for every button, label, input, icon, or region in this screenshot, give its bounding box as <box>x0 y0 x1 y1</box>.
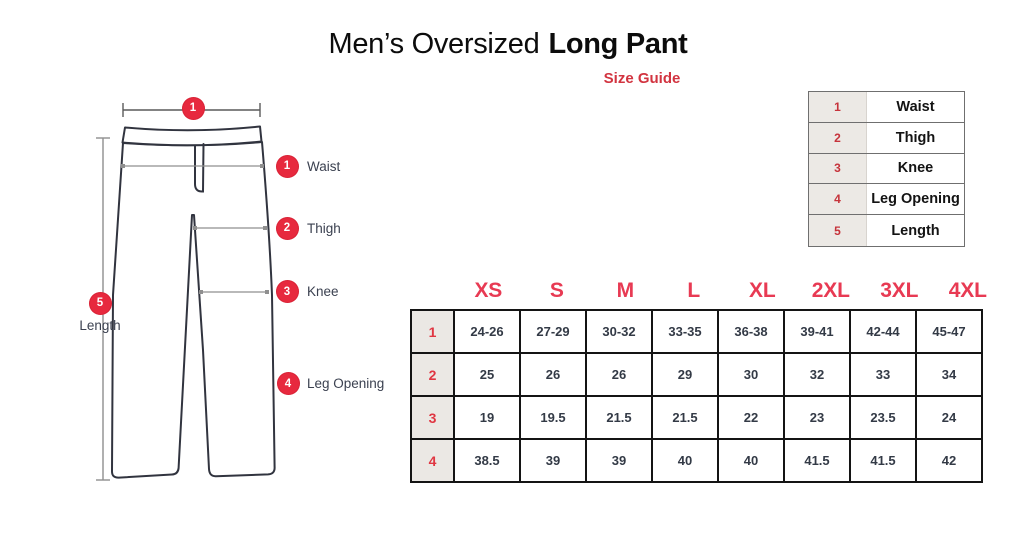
size-column-header: 3XL <box>880 279 919 302</box>
size-row-number: 3 <box>410 395 455 440</box>
legend-row-number: 3 <box>809 153 867 184</box>
size-row-number: 1 <box>410 309 455 354</box>
marker-number-badge: 1 <box>275 154 299 178</box>
legend-row-label: Thigh <box>895 129 936 146</box>
pant-body-outline <box>111 141 276 479</box>
title-bold-part: Long Pant <box>548 28 688 60</box>
knee-measure-line <box>199 290 269 294</box>
size-table-row: 3 19 19.5 21.5 21.5 22 23 23.5 24 <box>410 395 983 440</box>
size-cell: 33-35 <box>651 309 719 354</box>
marker-label: Leg Opening <box>307 376 385 391</box>
size-cell: 23.5 <box>849 395 917 440</box>
size-cell: 41.5 <box>783 438 851 483</box>
legend-table: 1 Waist 2 Thigh 3 Knee 4 Leg Opening 5 Length <box>808 91 965 247</box>
size-row-number: 4 <box>410 438 455 483</box>
size-cell: 25 <box>453 352 521 397</box>
size-column-header: XL <box>749 279 776 302</box>
legend-row-number: 2 <box>809 122 867 153</box>
marker-number-badge: 1 <box>181 96 205 120</box>
thigh-measure-line <box>193 226 267 230</box>
size-column-header: S <box>549 279 564 302</box>
legend-row-label: Waist <box>896 98 935 115</box>
legend-row: 4 Leg Opening <box>809 184 964 216</box>
title-regular-part: Men’s Oversized <box>328 28 540 60</box>
size-table-row: 2 25 26 26 29 30 32 33 34 <box>410 352 983 397</box>
size-cell: 19 <box>453 395 521 440</box>
size-cell: 40 <box>717 438 785 483</box>
size-cell: 29 <box>651 352 719 397</box>
size-cell: 19.5 <box>519 395 587 440</box>
size-cell: 24-26 <box>453 309 521 354</box>
marker-label: Length <box>79 318 121 333</box>
size-cell: 30 <box>717 352 785 397</box>
marker-number-badge: 5 <box>88 291 112 315</box>
size-cell: 39 <box>519 438 587 483</box>
marker-number-badge: 2 <box>275 216 299 240</box>
size-cell: 23 <box>783 395 851 440</box>
size-cell: 22 <box>717 395 785 440</box>
legend-row: 1 Waist <box>809 92 964 123</box>
size-cell: 41.5 <box>849 438 917 483</box>
size-cell: 30-32 <box>585 309 653 354</box>
size-cell: 38.5 <box>453 438 521 483</box>
size-table-row: 1 24-26 27-29 30-32 33-35 36-38 39-41 42-44 45-4… <box>410 309 983 354</box>
page-title: Men’s Oversized Long Pant <box>0 28 1016 61</box>
legend-row: 5 Length <box>809 215 964 246</box>
size-row-number: 2 <box>410 352 455 397</box>
marker-number-badge: 4 <box>276 372 300 395</box>
size-cell: 32 <box>783 352 851 397</box>
size-cell: 24 <box>915 395 983 440</box>
size-column-header: 2XL <box>811 279 850 302</box>
size-cell: 21.5 <box>651 395 719 440</box>
legend-row-number: 1 <box>809 92 867 122</box>
legend-row-label: Length <box>891 222 940 239</box>
size-cell: 39 <box>585 438 653 483</box>
size-header-row: XS S M L XL 2XL 3XL 4XL <box>454 277 1002 305</box>
size-cell: 36-38 <box>717 309 785 354</box>
size-cell: 26 <box>585 352 653 397</box>
legend-row-number: 5 <box>809 215 867 246</box>
waist-measure-line <box>121 164 264 168</box>
pant-diagram <box>96 103 276 481</box>
legend-row-label: Leg Opening <box>871 191 960 208</box>
size-cell: 34 <box>915 352 983 397</box>
size-cell: 26 <box>519 352 587 397</box>
size-cell: 42 <box>915 438 983 483</box>
marker-label: Thigh <box>307 220 341 236</box>
size-column-header: M <box>616 279 634 302</box>
size-cell: 27-29 <box>519 309 587 354</box>
marker-label: Waist <box>307 158 341 174</box>
marker-label: Knee <box>307 284 339 299</box>
subtitle-size-guide: Size Guide <box>603 70 681 87</box>
size-table: 1 24-26 27-29 30-32 33-35 36-38 39-41 42-44 45-4… <box>410 309 983 483</box>
legend-row: 3 Knee <box>809 153 964 185</box>
size-column-header: 4XL <box>948 279 987 302</box>
legend-row-label: Knee <box>897 160 934 177</box>
size-column-header: L <box>687 279 701 302</box>
size-table-row: 4 38.5 39 39 40 40 41.5 41.5 42 <box>410 438 983 483</box>
size-cell: 39-41 <box>783 309 851 354</box>
size-cell: 45-47 <box>915 309 983 354</box>
size-table-body: 1 24-26 27-29 30-32 33-35 36-38 39-41 42-44 45-4… <box>410 309 983 483</box>
size-cell: 21.5 <box>585 395 653 440</box>
legend-row-number: 4 <box>809 184 867 215</box>
size-cell: 33 <box>849 352 917 397</box>
size-cell: 42-44 <box>849 309 917 354</box>
pant-waistband <box>121 125 263 147</box>
pant-fly <box>194 143 205 193</box>
size-cell: 40 <box>651 438 719 483</box>
legend-row: 2 Thigh <box>809 122 964 154</box>
marker-number-badge: 3 <box>275 280 299 303</box>
size-column-header: XS <box>474 279 503 302</box>
